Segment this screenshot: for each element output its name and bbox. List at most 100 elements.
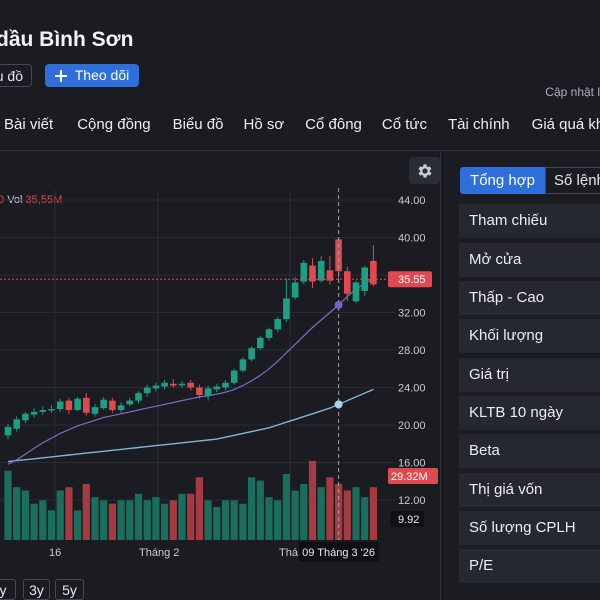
candle-body bbox=[370, 260, 377, 285]
row-volume: Khối lượng bbox=[459, 319, 600, 353]
volume-bar bbox=[91, 497, 99, 540]
crosshair-marker bbox=[334, 301, 343, 309]
candle-body bbox=[222, 382, 229, 388]
volume-bar bbox=[291, 490, 299, 540]
volume-bar bbox=[352, 487, 360, 540]
candle-body bbox=[170, 383, 177, 386]
candle-body bbox=[100, 399, 107, 409]
candle-body bbox=[187, 382, 194, 388]
crosshair-date-badge bbox=[298, 542, 379, 562]
candle-body bbox=[74, 398, 81, 410]
volume-bar bbox=[369, 487, 377, 540]
volume-bar bbox=[82, 483, 90, 540]
volume-bar bbox=[56, 490, 64, 540]
row-open: Mở cửa bbox=[459, 243, 600, 277]
volume-bar bbox=[221, 500, 230, 540]
candle-body bbox=[344, 271, 351, 294]
candle-body bbox=[283, 298, 290, 320]
candle-body bbox=[204, 388, 212, 396]
volume-bar bbox=[317, 487, 325, 540]
crosshair-date-label: 09 Tháng 3 '26 bbox=[302, 547, 375, 559]
candle-body bbox=[39, 410, 47, 412]
chart-settings-button[interactable] bbox=[409, 157, 440, 184]
candle-body bbox=[352, 282, 360, 302]
price-tick-label: 44.00 bbox=[398, 195, 426, 207]
volume-bar bbox=[195, 477, 203, 540]
candle-body bbox=[65, 400, 73, 410]
candle-body bbox=[117, 405, 125, 410]
section-tabs: Bài viết Cộng đồng Biểu đồ Hồ sơ Cổ đông… bbox=[4, 116, 600, 133]
tab-dividends[interactable]: Cổ tức bbox=[381, 116, 427, 133]
tab-chart[interactable]: Biểu đồ bbox=[172, 116, 224, 133]
volume-axis-label: 9.92 bbox=[398, 514, 419, 526]
volume-bar bbox=[143, 500, 151, 540]
volume-bar bbox=[204, 500, 212, 540]
candle-body bbox=[335, 239, 342, 272]
row-shares-outstanding: Số lượng CPLH bbox=[459, 511, 600, 545]
period-5y[interactable]: 5y bbox=[55, 579, 84, 600]
candle-body bbox=[196, 387, 203, 395]
panel-divider bbox=[440, 150, 441, 600]
moving-average-fast bbox=[7, 278, 374, 465]
volume-bar bbox=[239, 503, 247, 540]
volume-bar bbox=[39, 500, 47, 540]
candle-body bbox=[48, 409, 55, 411]
plus-icon bbox=[54, 69, 67, 82]
tab-finance[interactable]: Tài chính bbox=[447, 116, 510, 133]
candle-body bbox=[126, 400, 134, 405]
tab-community[interactable]: Cộng đồng bbox=[77, 116, 151, 133]
period-3y[interactable]: 3y bbox=[23, 579, 50, 600]
follow-button[interactable]: Theo dõi bbox=[45, 64, 139, 87]
price-tick-label: 12.00 bbox=[398, 495, 426, 507]
volume-bar bbox=[108, 503, 116, 540]
volume-bar bbox=[187, 493, 195, 540]
candle-body bbox=[257, 337, 264, 349]
updated-label: Cập nhật l bbox=[545, 85, 600, 99]
tab-profile[interactable]: Hồ sơ bbox=[243, 116, 285, 133]
chart-button[interactable]: u đồ bbox=[0, 64, 32, 87]
candle-body bbox=[4, 426, 12, 436]
volume-bar bbox=[343, 490, 351, 540]
candle-body bbox=[152, 385, 160, 389]
tab-order-count[interactable]: Số lệnh bbox=[545, 167, 600, 194]
volume-bar bbox=[100, 500, 108, 540]
candle-body bbox=[265, 329, 273, 338]
candle-body bbox=[309, 265, 316, 282]
tab-posts[interactable]: Bài viết bbox=[4, 116, 54, 133]
volume-bar bbox=[13, 487, 21, 540]
row-low-high: Thấp - Cao bbox=[459, 281, 600, 315]
tab-shareholders[interactable]: Cổ đông bbox=[305, 116, 362, 133]
candle-body bbox=[83, 397, 90, 413]
volume-bar bbox=[126, 500, 134, 540]
volume-bar bbox=[361, 497, 369, 540]
period-1y[interactable]: y bbox=[0, 579, 16, 600]
volume-bar bbox=[21, 490, 29, 540]
candle-body bbox=[248, 348, 255, 360]
volume-bar bbox=[256, 480, 264, 540]
row-beta: Beta bbox=[459, 434, 600, 468]
candle-body bbox=[274, 319, 281, 330]
volume-bar bbox=[169, 500, 177, 540]
candles bbox=[4, 237, 377, 440]
volume-bar bbox=[265, 497, 273, 540]
volume-axis-badge bbox=[390, 511, 424, 527]
tab-price-history[interactable]: Giá quá khứ bbox=[531, 116, 600, 133]
candlestick-chart[interactable]: 44.0040.0036.0032.0028.0024.0020.0016.00… bbox=[0, 150, 440, 570]
row-avg-volume: KLTB 10 ngày bbox=[459, 396, 600, 430]
candle-body bbox=[22, 413, 29, 421]
volume-bar bbox=[213, 507, 221, 540]
time-tick-label: Tháng 2 bbox=[139, 547, 179, 559]
volume-bar bbox=[117, 500, 125, 540]
candle-body bbox=[143, 387, 151, 394]
tab-summary[interactable]: Tổng hợp bbox=[460, 167, 545, 194]
volume-bar bbox=[308, 460, 317, 540]
candle-body bbox=[317, 260, 325, 281]
candle-body bbox=[161, 382, 168, 387]
candle-body bbox=[30, 411, 38, 415]
volume-bar bbox=[30, 503, 38, 540]
gear-icon bbox=[418, 163, 431, 178]
candle-body bbox=[213, 386, 221, 390]
candle-body bbox=[91, 407, 99, 414]
volume-bar bbox=[326, 477, 334, 540]
